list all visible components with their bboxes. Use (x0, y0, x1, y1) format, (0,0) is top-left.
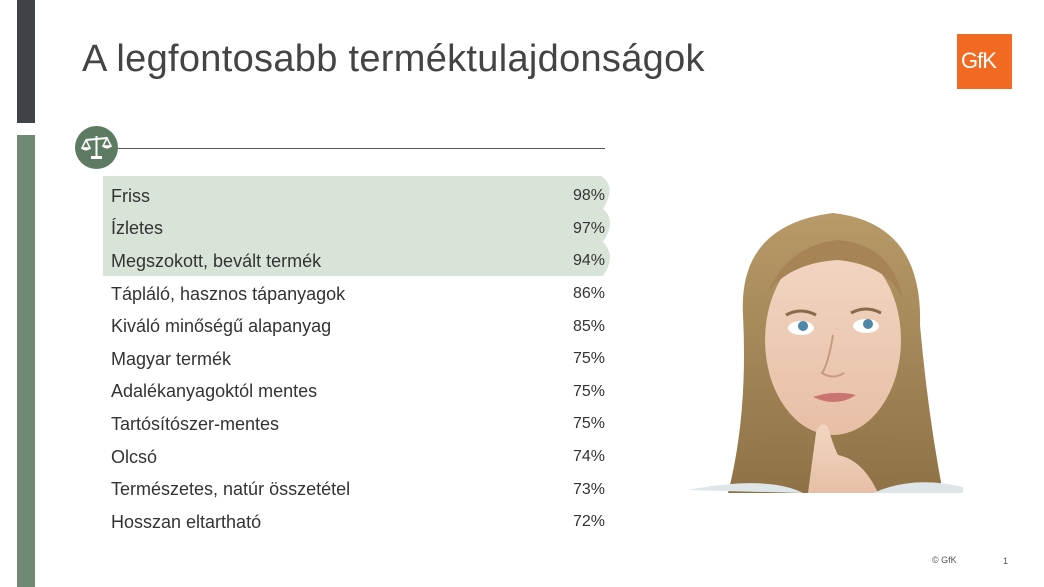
attribute-percentage: 75% (572, 350, 605, 368)
page-number: 1 (1003, 556, 1009, 566)
gfk-logo: GfK (957, 34, 1012, 89)
attribute-percentage: 98% (572, 187, 605, 205)
attribute-row: Olcsó 74% (103, 441, 608, 474)
attribute-percentage: 86% (572, 285, 605, 303)
attribute-label: Tartósítószer-mentes (111, 413, 280, 434)
attribute-percentage: 74% (572, 448, 605, 466)
attribute-row: Kiváló minőségű alapanyag 85% (103, 310, 608, 343)
attribute-label: Adalékanyagoktól mentes (111, 381, 318, 402)
attribute-label: Tápláló, hasznos tápanyagok (111, 283, 346, 304)
attribute-percentage: 72% (572, 513, 605, 531)
top-accent-bar (17, 0, 35, 123)
attribute-row: Megszokott, bevált termék 94% (103, 245, 608, 278)
side-accent-bar (17, 135, 35, 587)
attribute-label: Friss (111, 185, 150, 206)
footer-copyright: © GfK (932, 555, 957, 565)
attribute-label: Kiváló minőségű alapanyag (111, 316, 332, 337)
attribute-percentage: 85% (572, 317, 605, 335)
page-title: A legfontosabb terméktulajdonságok (82, 38, 705, 80)
attribute-row: Ízletes 97% (103, 213, 608, 246)
attribute-label: Természetes, natúr összetétel (111, 479, 351, 500)
thinking-woman-photo (688, 213, 963, 493)
balance-scale-icon (75, 126, 118, 169)
attribute-percentage: 94% (572, 252, 605, 270)
attribute-label: Ízletes (111, 218, 164, 239)
attribute-row: Magyar termék 75% (103, 343, 608, 376)
attribute-percentage: 73% (572, 480, 605, 498)
attribute-row: Tápláló, hasznos tápanyagok 86% (103, 278, 608, 311)
attribute-row: Természetes, natúr összetétel 73% (103, 473, 608, 506)
logo-text: GfK (961, 48, 997, 73)
attribute-row: Hosszan eltartható 72% (103, 506, 608, 539)
attribute-label: Hosszan eltartható (111, 511, 262, 532)
attribute-percentage: 75% (572, 382, 605, 400)
attribute-row: Tartósítószer-mentes 75% (103, 408, 608, 441)
section-divider (118, 148, 605, 149)
attribute-percentage: 75% (572, 415, 605, 433)
attribute-percentage: 97% (572, 219, 605, 237)
attribute-label: Megszokott, bevált termék (111, 250, 322, 271)
attribute-row: Adalékanyagoktól mentes 75% (103, 376, 608, 409)
attribute-label: Olcsó (111, 446, 158, 467)
attribute-list: Friss 98% Ízletes 97% Megszokott, bevált ter… (103, 180, 608, 539)
attribute-label: Magyar termék (111, 348, 232, 369)
top3-highlight (103, 176, 610, 276)
attribute-row: Friss 98% (103, 180, 608, 213)
